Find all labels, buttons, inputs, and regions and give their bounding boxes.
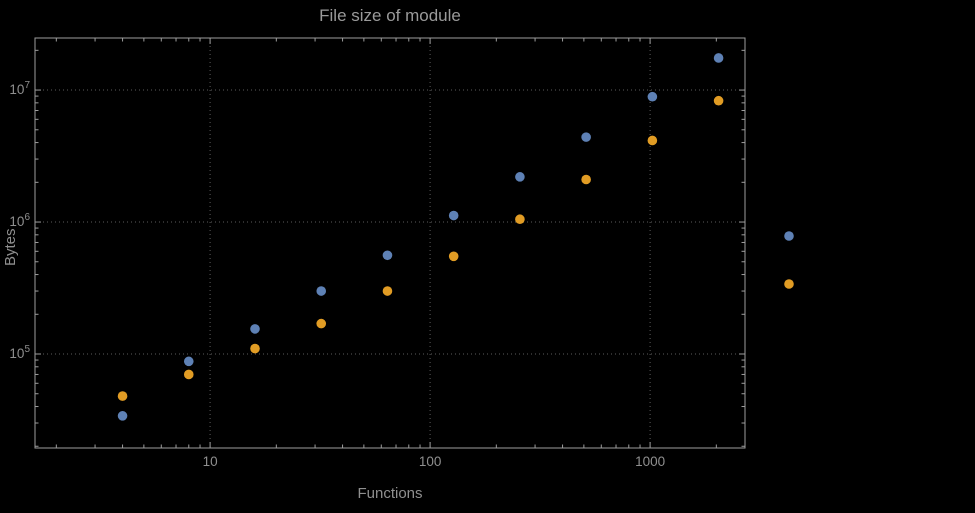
- chart-title: File size of module: [319, 6, 461, 25]
- data-point-orange: [250, 343, 260, 354]
- data-point-blue: [448, 210, 459, 221]
- x-tick-label: 100: [419, 454, 442, 469]
- data-point-blue: [515, 172, 525, 182]
- x-tick-label: 10: [203, 454, 218, 469]
- data-point-orange: [647, 135, 658, 146]
- data-point-orange: [448, 251, 459, 262]
- data-point-blue: [647, 91, 658, 102]
- data-point-orange: [382, 286, 393, 296]
- legend-marker: [784, 279, 794, 289]
- x-axis-label: Functions: [357, 485, 423, 502]
- data-point-blue: [183, 356, 194, 367]
- data-point-orange: [117, 391, 128, 401]
- legend-marker: [784, 231, 794, 241]
- y-tick-label: 105: [9, 344, 30, 361]
- x-tick-label: 1000: [635, 454, 665, 469]
- data-point-orange: [515, 214, 525, 225]
- data-point-blue: [713, 53, 724, 63]
- data-point-orange: [581, 174, 591, 185]
- data-point-orange: [713, 95, 724, 106]
- data-point-blue: [117, 411, 128, 421]
- y-axis-label: Bytes: [2, 228, 19, 266]
- y-tick-label: 106: [9, 212, 30, 229]
- y-tick-label: 107: [9, 80, 30, 97]
- data-point-blue: [382, 250, 393, 261]
- data-point-blue: [581, 132, 591, 142]
- data-point-blue: [250, 324, 260, 334]
- plot-frame: [34, 37, 746, 449]
- data-point-blue: [316, 286, 327, 296]
- data-point-orange: [183, 369, 194, 380]
- data-point-orange: [316, 318, 327, 329]
